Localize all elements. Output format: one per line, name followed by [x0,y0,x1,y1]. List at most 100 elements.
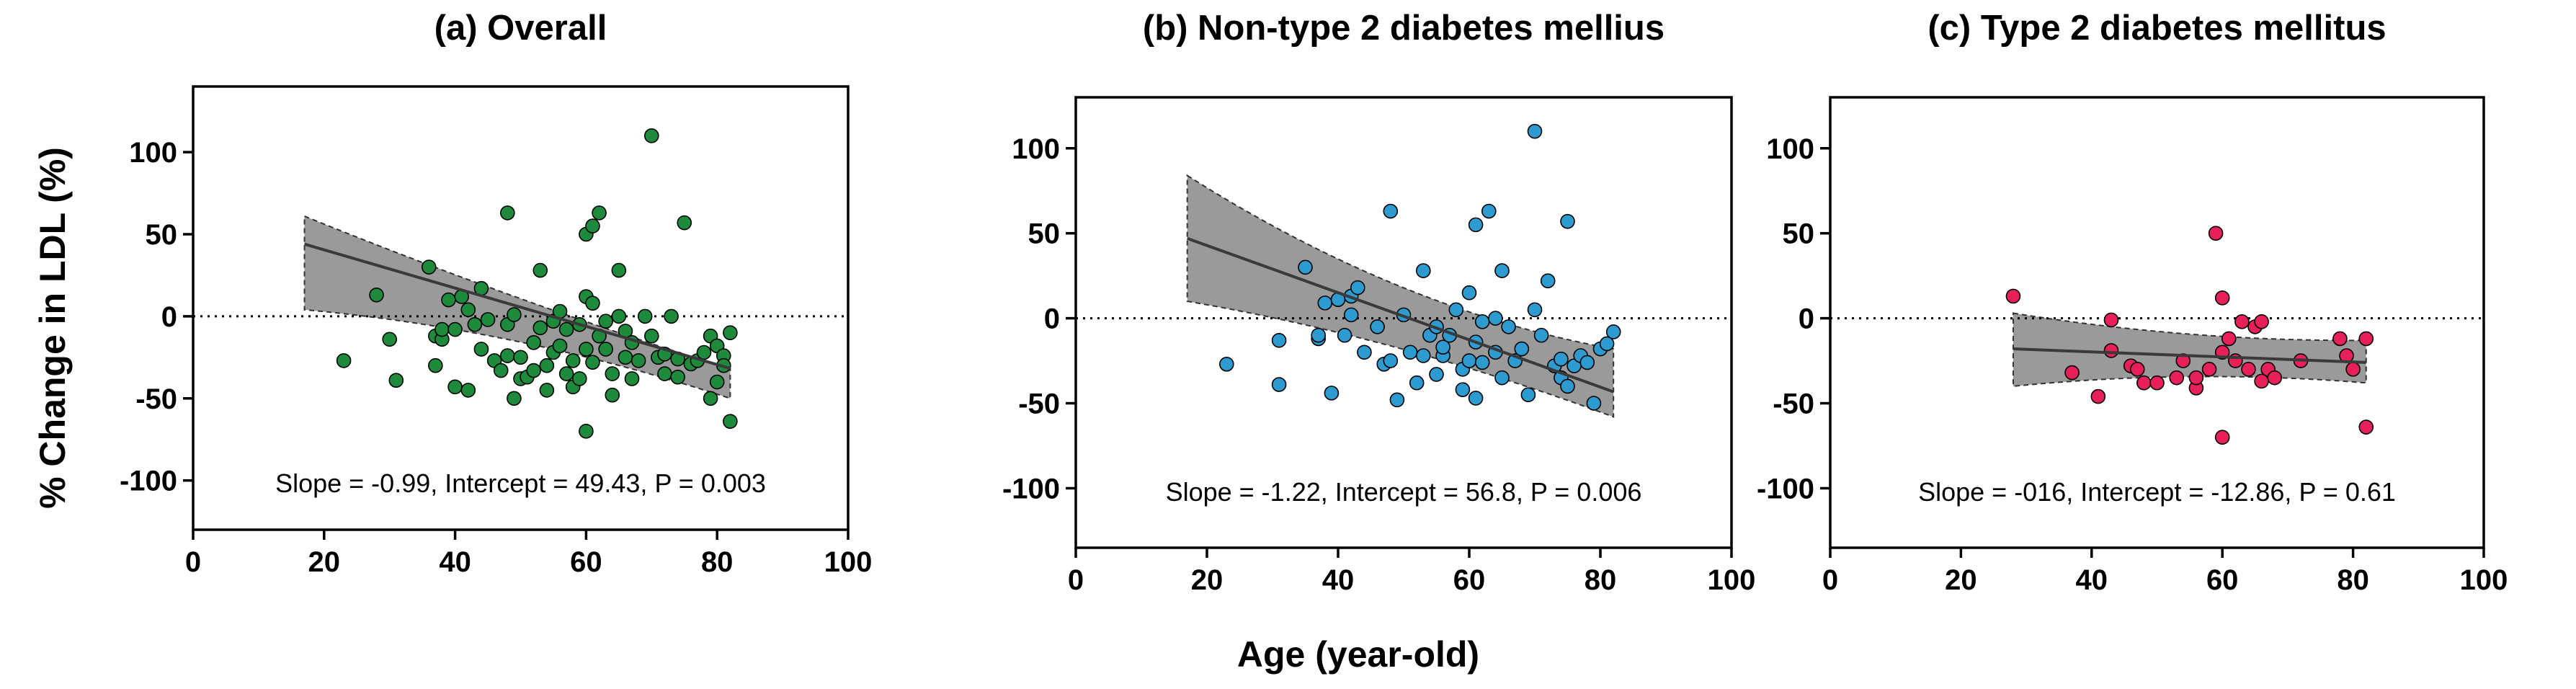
data-point [1324,386,1340,401]
data-point [1586,396,1602,411]
x-tick-label: 60 [2206,564,2239,596]
data-point [664,308,679,324]
data-point [630,353,646,368]
data-point [565,353,581,368]
data-point [624,371,640,386]
data-point [605,387,620,403]
data-point [2254,314,2269,329]
x-tick-label: 60 [1453,564,1486,596]
data-point [513,350,528,365]
data-point [1357,344,1372,360]
data-point [507,307,522,322]
data-point [532,262,548,278]
data-point [434,321,450,337]
stats-annotation: Slope = -1.22, Intercept = 56.8, P = 0.0… [1166,477,1642,507]
data-point [1520,387,1536,403]
data-point [539,383,555,398]
data-point [2175,353,2191,368]
data-point [1468,391,1484,406]
y-tick-label: 100 [1766,133,1814,165]
data-point [2201,362,2217,377]
panel-1: (a) Overall -100 -50 0 50 100 0 20 40 60 80 100 Slop… [120,9,872,578]
x-tick-label: 100 [824,546,873,578]
x-tick-label: 0 [1068,564,1084,596]
stats-annotation: Slope = -016, Intercept = -12.86, P = 0.… [1918,477,2396,507]
x-tick-label: 100 [1708,564,1756,596]
data-point [598,342,613,357]
y-tick-label: -50 [1018,388,1060,420]
data-point [1383,203,1399,219]
y-axis-label: % Change in LDL (%) [32,147,73,509]
y-tick-label: -100 [120,466,177,497]
y-tick-label: 0 [1044,303,1060,335]
data-point [1474,314,1490,329]
data-point [1389,392,1405,408]
data-point [605,366,620,381]
data-point [2103,312,2119,328]
data-point [2188,370,2204,386]
data-point [428,357,443,373]
data-point [1311,327,1326,343]
data-point [2332,331,2348,347]
data-point [2005,288,2021,304]
data-point [1527,123,1543,139]
data-point [643,128,659,143]
data-point [2267,370,2283,386]
data-point [1317,295,1333,311]
plot-frame [1829,96,2485,549]
data-point [558,321,574,337]
data-point [618,350,633,365]
data-point [526,363,541,378]
plot-frame [1074,96,1733,549]
regression-line [1187,236,1614,394]
data-point [552,338,568,354]
data-point [2169,370,2185,386]
data-point [723,325,738,340]
x-tick-label: 80 [2337,564,2369,596]
data-point [2221,331,2237,347]
data-point [507,391,522,406]
x-tick-label: 0 [1822,564,1838,596]
x-tick-label: 80 [1585,564,1617,596]
data-point [598,314,613,329]
plot-frame [192,85,850,531]
data-point [1605,324,1621,339]
x-axis-label: Age (year-old) [1237,634,1479,675]
data-point [1409,375,1425,391]
data-point [703,391,718,406]
data-point [2103,343,2119,358]
data-point [382,332,398,347]
data-point [1435,339,1450,355]
data-point [723,414,738,429]
data-point [1474,355,1490,370]
data-point [1468,217,1484,233]
stats-annotation: Slope = -0.99, Intercept = 49.43, P = 0.… [275,468,766,498]
data-point [467,316,483,332]
data-point [532,320,548,336]
data-point [709,374,725,390]
regression-line [2013,347,2366,364]
data-point [1579,355,1595,370]
data-point [1599,336,1615,352]
data-point [572,371,587,386]
data-point [592,205,607,221]
x-tick-label: 20 [308,546,341,578]
y-tick-label: 100 [1012,133,1060,165]
data-point [1461,285,1477,301]
y-tick-label: 100 [129,137,177,169]
data-point [1481,203,1497,219]
y-tick-label: 50 [146,219,178,251]
data-point [558,366,574,381]
y-tick-label: 0 [161,301,177,333]
panel-title: (a) Overall [434,9,607,48]
data-point [585,295,600,311]
data-point [526,335,541,350]
data-point [388,373,404,388]
data-point [480,312,496,327]
data-point [1271,332,1287,348]
y-tick-label: -50 [1773,388,1814,420]
data-point [2241,362,2256,377]
data-point [696,344,712,360]
panel-2: (b) Non-type 2 diabetes mellius -100 -50 0 5… [1002,9,1755,596]
data-point [1461,353,1477,368]
